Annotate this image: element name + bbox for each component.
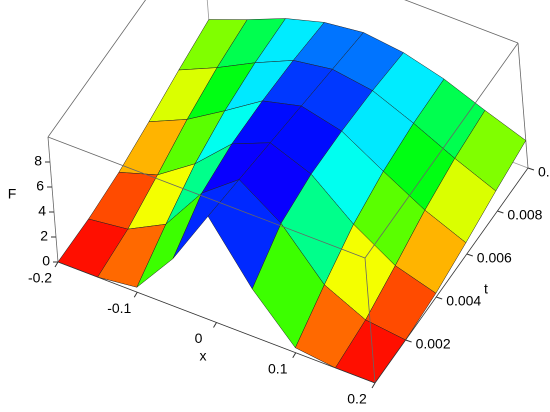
box-edge bbox=[47, 136, 366, 259]
y-tick-label: 0.01 bbox=[538, 164, 550, 180]
y-tick bbox=[497, 210, 504, 214]
x-tick-label: 0.1 bbox=[268, 360, 288, 376]
y-tick bbox=[436, 296, 443, 300]
x-tick bbox=[371, 382, 376, 389]
x-tick bbox=[133, 291, 138, 298]
x-tick bbox=[213, 322, 217, 328]
z-tick-label: 6 bbox=[36, 178, 44, 194]
y-tick-label: 0.002 bbox=[416, 336, 451, 352]
y-axis-label: t bbox=[484, 281, 488, 297]
box-edge bbox=[364, 257, 376, 384]
y-tick bbox=[405, 339, 412, 343]
z-axis-label: F bbox=[8, 186, 17, 202]
x-tick-label: -0.1 bbox=[107, 300, 131, 316]
y-tick-label: 0.006 bbox=[477, 250, 512, 266]
y-tick bbox=[466, 253, 473, 257]
box-edge bbox=[364, 42, 519, 259]
box-edge bbox=[47, 136, 59, 263]
z-tick-label: 2 bbox=[40, 228, 48, 244]
y-tick bbox=[527, 167, 535, 171]
x-tick-label: 0 bbox=[195, 330, 203, 346]
z-tick-label: 4 bbox=[38, 203, 46, 219]
y-tick-label: 0.008 bbox=[507, 207, 542, 223]
y-tick-label: 0.004 bbox=[446, 293, 481, 309]
x-tick-label: -0.2 bbox=[28, 270, 52, 286]
box-edge bbox=[517, 42, 529, 169]
y-axis bbox=[374, 167, 529, 384]
box-edge bbox=[404, 0, 519, 44]
x-axis-label: x bbox=[200, 348, 207, 364]
x-tick bbox=[292, 352, 297, 359]
x-tick-label: 0.2 bbox=[347, 391, 367, 407]
box-edge bbox=[47, 0, 146, 138]
z-tick-label: 8 bbox=[34, 153, 42, 169]
x-tick bbox=[54, 261, 59, 268]
z-tick-label: 0 bbox=[42, 253, 50, 269]
